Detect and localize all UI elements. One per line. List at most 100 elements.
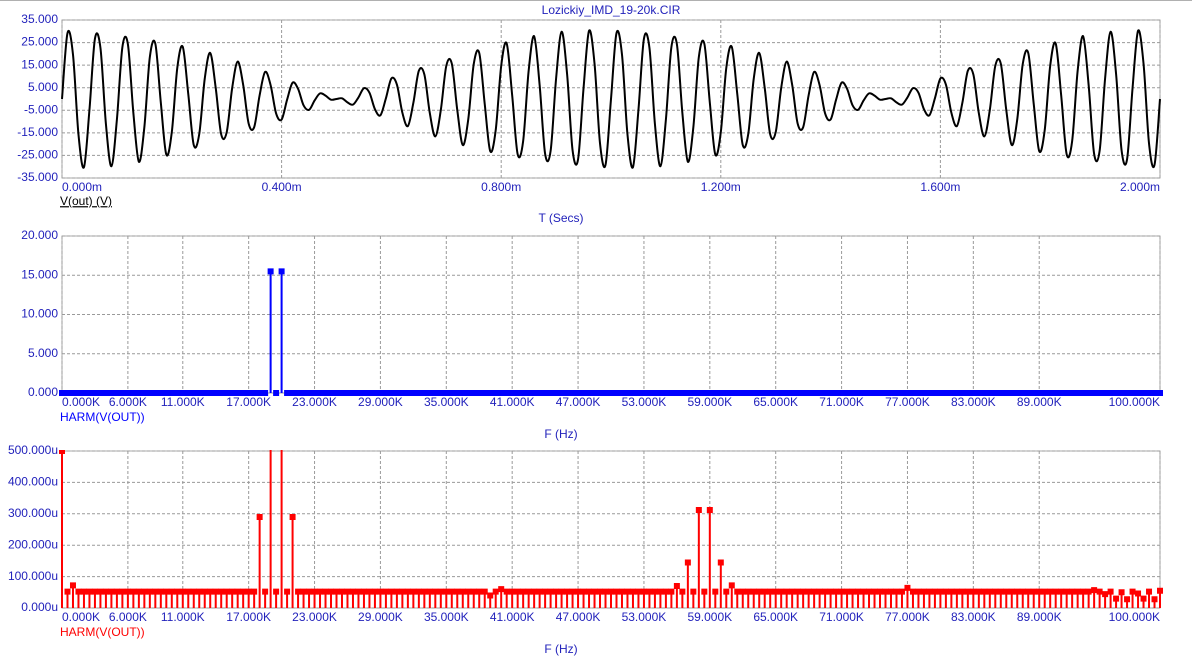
harmonic-stem: [1118, 589, 1125, 608]
harmonic-stem: [542, 588, 549, 608]
x-tick-label: 23.000K: [292, 395, 337, 409]
harmonic-stem: [503, 390, 510, 396]
harmonic-stem: [273, 588, 280, 608]
harmonic-stem: [898, 390, 905, 396]
harmonic-stem: [1102, 390, 1109, 396]
harmonic-stem: [778, 588, 785, 608]
harmonic-stem: [646, 390, 653, 396]
harmonic-stem: [701, 588, 708, 608]
harmonic-stem: [360, 588, 367, 608]
harmonic-stem: [586, 588, 593, 608]
harmonic-stem: [179, 588, 186, 608]
harmonic-stem: [975, 588, 982, 608]
harmonic-stem: [1146, 390, 1153, 396]
harmonic-stem: [635, 390, 642, 396]
harmonic-stem: [679, 588, 686, 608]
harmonic-stem: [679, 390, 686, 396]
harmonic-stem: [1135, 390, 1142, 396]
harmonic-stem: [349, 588, 356, 608]
harmonic-stem: [942, 588, 949, 608]
harmonic-stem: [218, 390, 225, 396]
harmonic-stem: [657, 390, 664, 396]
harmonic-stem: [141, 390, 148, 396]
harmonic-stem: [311, 588, 318, 608]
harmonic-stem: [1069, 588, 1076, 608]
harmonic-stem: [366, 588, 373, 608]
harmonic-stem: [388, 390, 395, 396]
x-tick-label: 47.000K: [556, 395, 601, 409]
harmonic-stem: [262, 588, 269, 608]
harmonic-stem: [185, 588, 192, 608]
harmonic-stem: [1069, 390, 1076, 396]
harmonic-stem: [448, 588, 455, 608]
harmonic-stem: [470, 588, 477, 608]
harmonic-stem: [893, 390, 900, 396]
harmonic-stem: [1014, 588, 1021, 608]
harmonic-stem: [849, 390, 856, 396]
harmonic-stem: [618, 390, 625, 396]
harmonic-stem: [498, 586, 505, 608]
harmonic-stem: [553, 390, 560, 396]
harmonic-stem: [602, 588, 609, 608]
y-tick-label: 5.000: [28, 346, 58, 360]
legend-entry: HARM(V(OUT)): [60, 625, 145, 639]
x-axis-label: F (Hz): [544, 427, 577, 441]
harmonic-stem: [756, 588, 763, 608]
harmonic-stem: [355, 390, 362, 396]
harmonic-stem: [1118, 390, 1125, 396]
harmonic-stem: [393, 588, 400, 608]
harmonic-stem: [800, 588, 807, 608]
harmonic-stem: [948, 588, 955, 608]
harmonic-stem: [580, 588, 587, 608]
harmonic-stem: [262, 390, 269, 396]
harmonic-stem: [635, 588, 642, 608]
harmonic-stem: [141, 588, 148, 608]
harmonic-stem: [91, 390, 98, 396]
harmonic-stem: [185, 390, 192, 396]
harmonic-stem: [135, 588, 142, 608]
harmonic-stem: [1047, 588, 1054, 608]
harmonic-stem: [811, 588, 818, 608]
harmonic-stem: [108, 390, 115, 396]
x-tick-label: 100.000K: [1109, 610, 1160, 624]
harmonic-stem: [597, 588, 604, 608]
harmonic-stem: [838, 390, 845, 396]
harmonic-stem: [992, 390, 999, 396]
harmonic-stem: [877, 588, 884, 608]
harmonic-stem: [426, 588, 433, 608]
x-tick-label: 89.000K: [1017, 395, 1062, 409]
harmonic-stem: [311, 390, 318, 396]
harmonic-stem: [476, 390, 483, 396]
harmonic-stem: [102, 588, 109, 608]
harmonic-stem: [481, 588, 488, 608]
spectrum: [59, 450, 1163, 608]
harmonic-stem: [536, 390, 543, 396]
harmonic-stem: [712, 588, 719, 608]
harmonic-stem: [986, 390, 993, 396]
harmonic-stem: [1041, 390, 1048, 396]
harmonic-stem: [322, 390, 329, 396]
harmonic-stem: [333, 588, 340, 608]
y-tick-label: 25.000: [21, 35, 58, 49]
harmonic-stem: [410, 390, 417, 396]
harmonic-stem: [344, 588, 351, 608]
harmonic-stem: [163, 588, 170, 608]
harmonic-stem: [306, 588, 313, 608]
harmonic-stem: [113, 390, 120, 396]
harmonic-stem: [871, 390, 878, 396]
harmonic-stem: [783, 390, 790, 396]
harmonic-stem: [745, 588, 752, 608]
y-tick-label: -5.000: [24, 102, 58, 116]
x-tick-label: 0.000m: [62, 180, 102, 194]
harmonic-stem: [531, 588, 538, 608]
x-tick-label: 29.000K: [358, 610, 403, 624]
harmonic-stem: [404, 390, 411, 396]
harmonic-stem: [789, 588, 796, 608]
harmonic-stem: [404, 588, 411, 608]
x-axis-label: F (Hz): [544, 642, 577, 656]
harmonic-stem: [662, 390, 669, 396]
harmonic-stem: [1019, 588, 1026, 608]
harmonic-stem: [904, 390, 911, 396]
harmonic-stem: [1157, 390, 1163, 396]
harmonic-stem: [728, 582, 735, 608]
